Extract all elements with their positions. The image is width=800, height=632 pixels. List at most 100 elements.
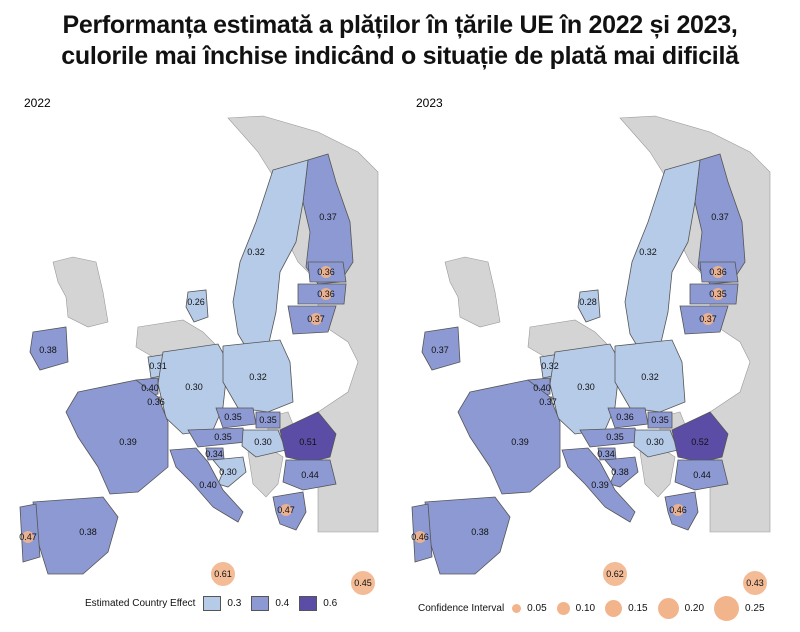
legend-ci-title: Confidence Interval bbox=[418, 603, 505, 614]
value-label-luxembourg: 0.36 bbox=[147, 397, 165, 407]
value-label-finland: 0.37 bbox=[711, 212, 729, 222]
legend-effect-item: 0.4 bbox=[251, 596, 289, 611]
value-label-croatia: 0.38 bbox=[611, 467, 629, 477]
legend-effect: Estimated Country Effect 0.3 0.4 0.6 bbox=[85, 596, 347, 611]
legend-effect-item: 0.6 bbox=[299, 596, 337, 611]
value-label-spain: 0.38 bbox=[79, 527, 97, 537]
map-labels: 0.37 0.32 0.36 0.35 0.37 0.28 0.37 0.32 0.40 0.37… bbox=[411, 212, 767, 595]
confidence-bubble-lithuania bbox=[310, 313, 322, 325]
legend-swatch-light bbox=[203, 596, 222, 611]
value-label-slovakia: 0.35 bbox=[259, 415, 277, 425]
legend-ci-label: 0.20 bbox=[684, 603, 705, 614]
country-ireland bbox=[29, 326, 69, 371]
value-label-sweden: 0.32 bbox=[639, 247, 657, 257]
legend-circle bbox=[714, 596, 740, 621]
confidence-bubble-greece bbox=[280, 504, 292, 516]
value-label-malta: 0.61 bbox=[214, 569, 232, 579]
confidence-bubble-latvia bbox=[712, 288, 724, 300]
legend-effect-label: 0.4 bbox=[275, 598, 290, 609]
country-hungary bbox=[241, 429, 287, 458]
value-label-romania: 0.51 bbox=[299, 437, 317, 447]
confidence-bubble-cyprus bbox=[743, 571, 767, 595]
title-line-1: Performanța estimată a plăților în țăril… bbox=[62, 11, 738, 39]
value-label-france: 0.39 bbox=[119, 437, 137, 447]
map-shapes bbox=[19, 115, 379, 575]
value-label-austria: 0.35 bbox=[214, 432, 232, 442]
legend-ci-item: 0.20 bbox=[657, 598, 705, 619]
value-label-slovakia: 0.35 bbox=[651, 415, 669, 425]
country-slovakia bbox=[647, 411, 673, 429]
country-slovakia bbox=[255, 411, 281, 429]
value-label-luxembourg: 0.37 bbox=[539, 397, 557, 407]
value-label-cyprus: 0.45 bbox=[354, 578, 372, 588]
country-france bbox=[457, 379, 561, 495]
value-label-belgium: 0.40 bbox=[141, 383, 159, 393]
confidence-bubble-portugal bbox=[414, 531, 426, 543]
country-italy bbox=[561, 447, 636, 523]
country-ireland bbox=[421, 326, 461, 371]
legend-ci-item: 0.05 bbox=[512, 603, 547, 614]
value-label-hungary: 0.30 bbox=[646, 437, 664, 447]
legend-effect-label: 0.3 bbox=[227, 598, 242, 609]
value-label-cyprus: 0.43 bbox=[746, 578, 764, 588]
legend-circle bbox=[556, 602, 570, 615]
country-spain bbox=[424, 496, 511, 575]
value-label-czechia: 0.36 bbox=[616, 412, 634, 422]
value-label-spain: 0.38 bbox=[471, 527, 489, 537]
legend-effect-title: Estimated Country Effect bbox=[85, 598, 196, 609]
confidence-bubble-estonia bbox=[712, 266, 724, 278]
value-label-denmark: 0.26 bbox=[187, 297, 205, 307]
country-croatia bbox=[212, 456, 247, 488]
legend-swatch-mid bbox=[251, 596, 270, 611]
confidence-bubble-greece bbox=[672, 504, 684, 516]
legend-ci-item: 0.15 bbox=[605, 600, 648, 617]
value-label-poland: 0.32 bbox=[249, 372, 267, 382]
value-label-greece: 0.47 bbox=[277, 505, 295, 515]
country-denmark bbox=[577, 289, 601, 323]
country-poland bbox=[614, 339, 686, 413]
confidence-bubble-portugal bbox=[22, 531, 34, 543]
value-label-lithuania: 0.37 bbox=[699, 314, 717, 324]
confidence-bubble-estonia bbox=[320, 266, 332, 278]
value-label-italy: 0.39 bbox=[591, 480, 609, 490]
non-eu-land bbox=[52, 256, 109, 328]
confidence-bubble-malta bbox=[603, 562, 627, 586]
confidence-bubble-malta bbox=[211, 562, 235, 586]
legend-ci-item: 0.10 bbox=[556, 602, 595, 615]
value-label-portugal: 0.47 bbox=[19, 532, 37, 542]
country-bulgaria bbox=[282, 459, 337, 491]
legend-ci-item: 0.25 bbox=[714, 596, 765, 621]
value-label-finland: 0.37 bbox=[319, 212, 337, 222]
legend-ci-label: 0.15 bbox=[628, 603, 648, 614]
value-label-croatia: 0.30 bbox=[219, 467, 237, 477]
value-label-lithuania: 0.37 bbox=[307, 314, 325, 324]
legend-circle bbox=[657, 598, 679, 619]
value-label-austria: 0.35 bbox=[606, 432, 624, 442]
country-spain bbox=[32, 496, 119, 575]
legend-effect-label: 0.6 bbox=[323, 598, 338, 609]
legend-ci-label: 0.05 bbox=[527, 603, 547, 614]
non-eu-land bbox=[444, 256, 501, 328]
country-bulgaria bbox=[674, 459, 729, 491]
country-croatia bbox=[604, 456, 639, 488]
value-label-italy: 0.40 bbox=[199, 480, 217, 490]
value-label-france: 0.39 bbox=[511, 437, 529, 447]
value-label-slovenia: 0.34 bbox=[597, 449, 615, 459]
value-label-poland: 0.32 bbox=[641, 372, 659, 382]
country-hungary bbox=[633, 429, 679, 458]
value-label-greece: 0.46 bbox=[669, 505, 687, 515]
value-label-latvia: 0.35 bbox=[709, 289, 727, 299]
legend-confidence: Confidence Interval 0.05 0.10 0.15 0.20 … bbox=[418, 596, 775, 621]
confidence-bubble-lithuania bbox=[702, 313, 714, 325]
map-shapes bbox=[411, 115, 771, 575]
value-label-latvia: 0.36 bbox=[317, 289, 335, 299]
map-2022: 0.37 0.32 0.36 0.36 0.37 0.26 0.38 0.31 0.40 0.36… bbox=[19, 115, 379, 595]
value-label-malta: 0.62 bbox=[606, 569, 624, 579]
value-label-hungary: 0.30 bbox=[254, 437, 272, 447]
map-panel-2023: 2023 0.37 0.32 0.36 0.35 0.37 0.28 0.37 0.32 0.4… bbox=[410, 92, 790, 597]
country-romania bbox=[671, 411, 729, 463]
panel-year-label: 2022 bbox=[24, 96, 51, 110]
map-labels: 0.37 0.32 0.36 0.36 0.37 0.26 0.38 0.31 0.40 0.36… bbox=[19, 212, 375, 595]
value-label-ireland: 0.37 bbox=[431, 345, 449, 355]
value-label-ireland: 0.38 bbox=[39, 345, 57, 355]
